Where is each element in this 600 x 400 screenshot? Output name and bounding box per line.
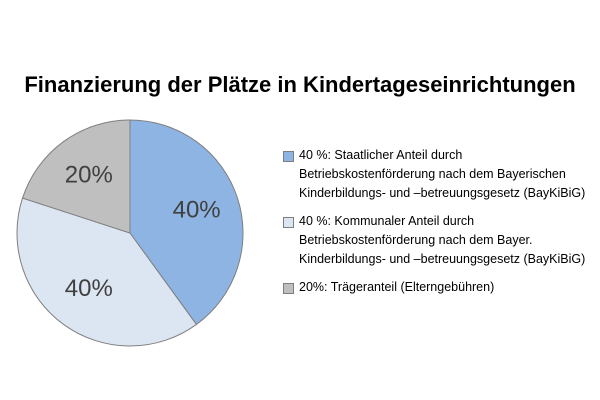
legend-label: 40 %: Staatlicher Anteil durch Betriebsk… — [299, 148, 586, 200]
legend-entry: 40 %: Kommunaler Anteil durch Betriebsko… — [283, 212, 593, 269]
chart-title: Finanzierung der Plätze in Kindertagesei… — [24, 72, 575, 97]
slice-label: 20% — [65, 162, 113, 189]
pie-slice — [129, 119, 244, 326]
slice-label: 40% — [65, 275, 113, 302]
legend-label: 40 %: Kommunaler Anteil durch Betriebsko… — [299, 214, 586, 266]
legend-label: 20%: Trägeranteil (Elterngebühren) — [299, 280, 495, 294]
legend-swatch — [283, 217, 294, 228]
slice-label: 40% — [173, 197, 221, 224]
legend-swatch — [283, 151, 294, 162]
pie-slice — [16, 197, 198, 347]
pie-slice — [21, 119, 131, 234]
legend: 40 %: Staatlicher Anteil durch Betriebsk… — [283, 146, 593, 297]
legend-swatch — [283, 283, 294, 294]
legend-entry: 20%: Trägeranteil (Elterngebühren) — [283, 278, 593, 297]
legend-entry: 40 %: Staatlicher Anteil durch Betriebsk… — [283, 146, 593, 203]
